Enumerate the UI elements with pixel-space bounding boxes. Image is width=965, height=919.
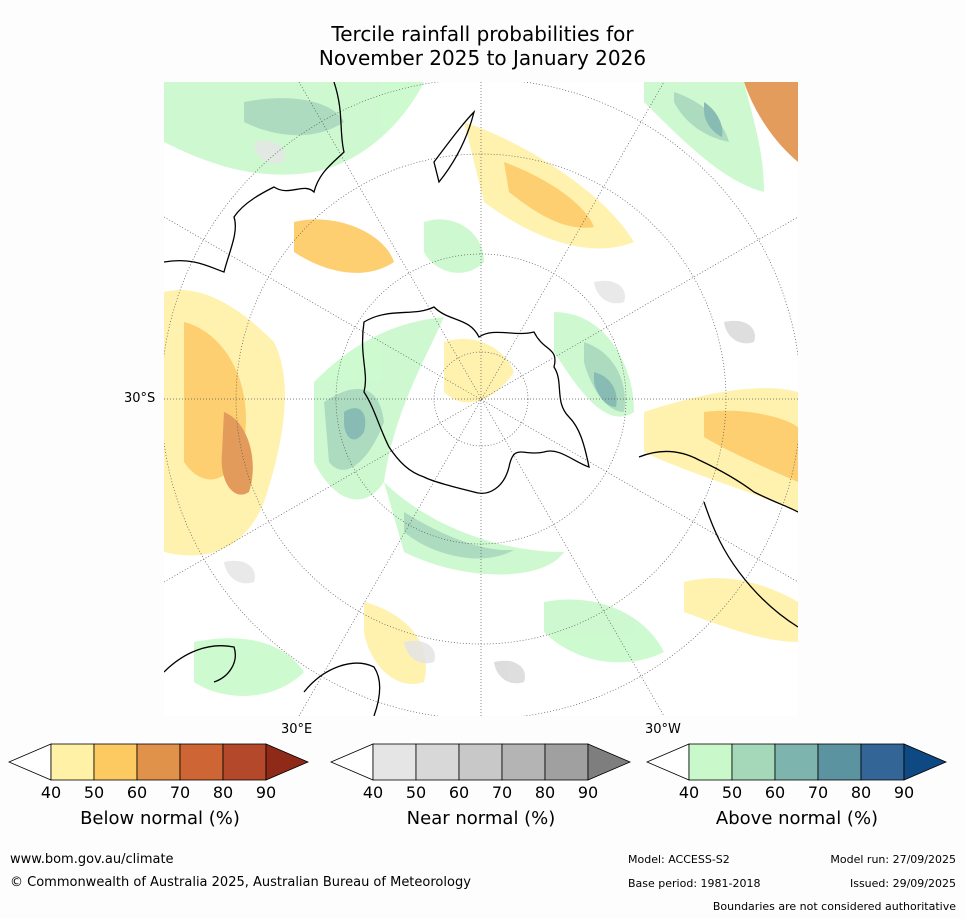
- colorbar-near-segment-70: [501, 743, 546, 781]
- colorbar-below-over-triangle: [265, 743, 310, 781]
- footer-url: www.bom.gov.au/climate: [10, 852, 174, 867]
- colorbar-near-segment-40: [372, 743, 417, 781]
- footer-model-run: Model run: 27/09/2025: [830, 853, 956, 866]
- antarctica-coastline: [361, 306, 590, 494]
- colorbar-near-segment-50: [415, 743, 460, 781]
- footer-model: Model: ACCESS-S2: [628, 853, 730, 866]
- colorbar-near-tick-90: 90: [577, 783, 599, 802]
- colorbar-near-title: Near normal (%): [406, 808, 556, 829]
- colorbar-near-tick-60: 60: [448, 783, 470, 802]
- colorbar-near-segment-60: [458, 743, 503, 781]
- colorbar-below-tick-90: 90: [255, 783, 277, 802]
- colorbar-above-tick-70: 70: [807, 783, 829, 802]
- colorbar-near-segment-80: [544, 743, 589, 781]
- colorbar-below-segment-50: [93, 743, 138, 781]
- south-america-coastline: [638, 450, 798, 513]
- colorbar-above-tick-80: 80: [850, 783, 872, 802]
- colorbar-below-tick-80: 80: [212, 783, 234, 802]
- colorbar-above-under-triangle: [646, 743, 690, 781]
- map-title-line1: Tercile rainfall probabilities for: [331, 22, 634, 46]
- colorbar-below-segment-60: [136, 743, 181, 781]
- colorbar-above-segment-60: [774, 743, 819, 781]
- footer-copyright: © Commonwealth of Australia 2025, Austra…: [10, 875, 471, 890]
- colorbar-near-tick-70: 70: [491, 783, 513, 802]
- colorbar-below-under-triangle: [8, 743, 52, 781]
- colorbar-below-segment-70: [179, 743, 224, 781]
- colorbar-below-tick-40: 40: [40, 783, 62, 802]
- lon-label-30w: 30°W: [645, 722, 681, 737]
- colorbar-below-title: Below normal (%): [80, 808, 240, 829]
- colorbar-above-segment-50: [731, 743, 776, 781]
- lat-label-30s: 30°S: [124, 391, 156, 406]
- colorbar-below-tick-70: 70: [169, 783, 191, 802]
- coastlines: [164, 82, 798, 716]
- below-normal-regions: [164, 82, 798, 684]
- colorbar-near-under-triangle: [330, 743, 374, 781]
- lon-label-30e: 30°E: [281, 722, 313, 737]
- colorbar-above-segment-40: [688, 743, 733, 781]
- south-america-east-coast: [703, 501, 798, 628]
- colorbar-above-tick-60: 60: [764, 783, 786, 802]
- graticule: [164, 82, 798, 716]
- australia-coastline: [164, 82, 345, 273]
- colorbar-above-segment-70: [817, 743, 862, 781]
- africa-coastline: [164, 645, 236, 683]
- colorbar-near-normal: [330, 743, 632, 781]
- colorbar-near-tick-80: 80: [534, 783, 556, 802]
- colorbar-above-normal: [646, 743, 948, 781]
- colorbar-below-tick-60: 60: [126, 783, 148, 802]
- colorbar-below-segment-80: [222, 743, 267, 781]
- footer-issued: Issued: 29/09/2025: [849, 877, 956, 890]
- colorbar-below-tick-50: 50: [83, 783, 105, 802]
- colorbar-below-normal: [8, 743, 310, 781]
- map-title-line2: November 2025 to January 2026: [318, 46, 647, 70]
- madagascar-coastline: [303, 662, 381, 716]
- colorbar-near-tick-40: 40: [362, 783, 384, 802]
- colorbar-near-tick-50: 50: [405, 783, 427, 802]
- footer-base-period: Base period: 1981-2018: [628, 877, 761, 890]
- footer-disclaimer: Boundaries are not considered authoritat…: [712, 900, 956, 913]
- colorbar-above-tick-90: 90: [893, 783, 915, 802]
- new-zealand-coastline: [433, 109, 476, 184]
- colorbar-above-tick-40: 40: [678, 783, 700, 802]
- colorbar-below-segment-40: [50, 743, 95, 781]
- colorbar-above-over-triangle: [903, 743, 948, 781]
- rainfall-probability-map: [164, 82, 798, 716]
- near-normal-regions: [224, 140, 755, 684]
- colorbar-above-tick-50: 50: [721, 783, 743, 802]
- colorbar-above-title: Above normal (%): [715, 808, 879, 829]
- colorbar-above-segment-80: [860, 743, 905, 781]
- colorbar-near-over-triangle: [587, 743, 632, 781]
